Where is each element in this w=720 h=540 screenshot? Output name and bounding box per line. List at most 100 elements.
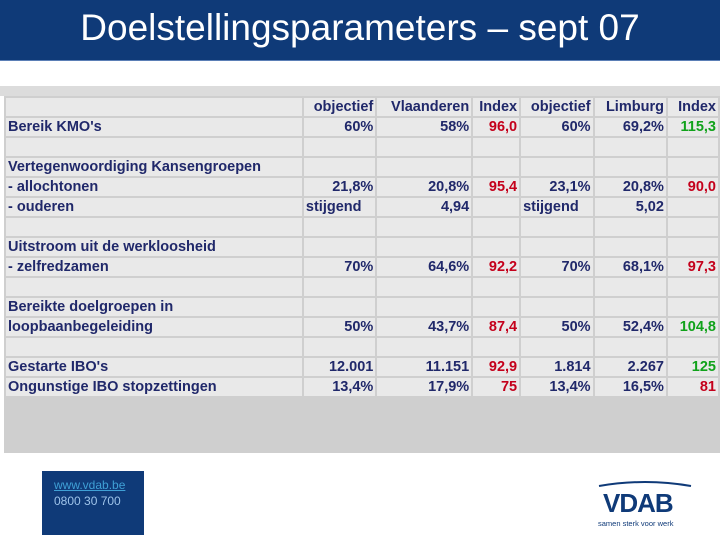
row-label: loopbaanbegeleiding: [6, 318, 302, 336]
row-label: - zelfredzamen: [6, 258, 302, 276]
table-row: - allochtonen 21,8% 20,8% 95,4 23,1% 20,…: [6, 178, 718, 196]
table-top-band: [0, 86, 720, 96]
table-cell: [377, 238, 472, 256]
table-cell: [303, 158, 376, 176]
table-row: - ouderen stijgend 4,94 stijgend 5,02: [6, 198, 718, 216]
spacer-row: [6, 138, 718, 156]
table-cell: [594, 298, 666, 316]
row-label: Vertegenwoordiging Kansengroepen: [6, 158, 302, 176]
website-link[interactable]: www.vdab.be: [54, 478, 126, 492]
index-cell: 95,4: [473, 178, 520, 196]
index-cell: 97,3: [667, 258, 718, 276]
index-cell: 96,0: [473, 118, 520, 136]
slide-title: Doelstellingsparameters – sept 07: [80, 7, 640, 48]
header-cell: Limburg: [594, 98, 666, 116]
table-cell: 52,4%: [594, 318, 666, 336]
spacer-row: [6, 338, 718, 356]
parameters-table-panel: objectief Vlaanderen Index objectief Lim…: [4, 96, 720, 453]
header-row: objectief Vlaanderen Index objectief Lim…: [6, 98, 718, 116]
table-cell: [667, 238, 718, 256]
table-row: Uitstroom uit de werkloosheid: [6, 238, 718, 256]
table-cell: 4,94: [377, 198, 472, 216]
header-cell: Index: [473, 98, 520, 116]
table-row: Bereik KMO's 60% 58% 96,0 60% 69,2% 115,…: [6, 118, 718, 136]
phone-number: 0800 30 700: [54, 494, 121, 508]
index-cell: 81: [667, 378, 718, 396]
index-cell: 92,2: [473, 258, 520, 276]
row-label: - allochtonen: [6, 178, 302, 196]
row-label: Ongunstige IBO stopzettingen: [6, 378, 302, 396]
table-cell: 1.814: [521, 358, 593, 376]
row-label: - ouderen: [6, 198, 302, 216]
header-cell: Index: [667, 98, 718, 116]
parameters-table: objectief Vlaanderen Index objectief Lim…: [4, 96, 720, 398]
index-cell: [473, 198, 520, 216]
row-label: Gestarte IBO's: [6, 358, 302, 376]
header-cell: Vlaanderen: [377, 98, 472, 116]
table-cell: 69,2%: [594, 118, 666, 136]
spacer-row: [6, 278, 718, 296]
table-cell: 50%: [303, 318, 376, 336]
table-cell: 50%: [521, 318, 593, 336]
index-cell: 92,9: [473, 358, 520, 376]
header-cell: [6, 98, 302, 116]
title-bar: Doelstellingsparameters – sept 07: [0, 0, 720, 61]
table-cell: [377, 298, 472, 316]
table-cell: [521, 158, 593, 176]
table-row: loopbaanbegeleiding 50% 43,7% 87,4 50% 5…: [6, 318, 718, 336]
logo-wordmark: VDAB: [603, 488, 674, 518]
table-cell: 12.001: [303, 358, 376, 376]
table-cell: [521, 238, 593, 256]
table-cell: [521, 298, 593, 316]
table-cell: 60%: [521, 118, 593, 136]
table-cell: 2.267: [594, 358, 666, 376]
index-cell: 87,4: [473, 318, 520, 336]
table-row: - zelfredzamen 70% 64,6% 92,2 70% 68,1% …: [6, 258, 718, 276]
table-cell: [303, 298, 376, 316]
logo-swoosh-icon: [598, 481, 692, 487]
index-cell: 75: [473, 378, 520, 396]
index-cell: 125: [667, 358, 718, 376]
row-label: Bereikte doelgroepen in: [6, 298, 302, 316]
table-cell: 58%: [377, 118, 472, 136]
table-cell: [473, 238, 520, 256]
table-row: Gestarte IBO's 12.001 11.151 92,9 1.814 …: [6, 358, 718, 376]
table-cell: 70%: [303, 258, 376, 276]
table-cell: 17,9%: [377, 378, 472, 396]
spacer-row: [6, 218, 718, 236]
header-cell: objectief: [521, 98, 593, 116]
table-cell: 13,4%: [521, 378, 593, 396]
table-cell: 21,8%: [303, 178, 376, 196]
index-cell: 90,0: [667, 178, 718, 196]
table-cell: [667, 158, 718, 176]
vdab-logo: VDAB samen sterk voor werk: [595, 480, 695, 532]
table-cell: 13,4%: [303, 378, 376, 396]
table-cell: stijgend: [521, 198, 593, 216]
table-cell: [594, 158, 666, 176]
logo-tagline: samen sterk voor werk: [598, 519, 674, 528]
table-cell: 20,8%: [377, 178, 472, 196]
table-row: Vertegenwoordiging Kansengroepen: [6, 158, 718, 176]
index-cell: [667, 198, 718, 216]
table-cell: 23,1%: [521, 178, 593, 196]
row-label: Bereik KMO's: [6, 118, 302, 136]
table-cell: stijgend: [303, 198, 376, 216]
table-cell: [377, 158, 472, 176]
title-divider: [0, 60, 720, 61]
index-cell: 115,3: [667, 118, 718, 136]
row-label: Uitstroom uit de werkloosheid: [6, 238, 302, 256]
table-cell: 60%: [303, 118, 376, 136]
table-cell: 68,1%: [594, 258, 666, 276]
table-cell: 70%: [521, 258, 593, 276]
table-cell: 16,5%: [594, 378, 666, 396]
table-cell: [594, 238, 666, 256]
table-cell: [303, 238, 376, 256]
table-cell: [667, 298, 718, 316]
header-cell: objectief: [303, 98, 376, 116]
table-cell: [473, 158, 520, 176]
index-cell: 104,8: [667, 318, 718, 336]
contact-box: www.vdab.be 0800 30 700: [42, 471, 144, 535]
table-cell: [473, 298, 520, 316]
table-row: Bereikte doelgroepen in: [6, 298, 718, 316]
table-cell: 5,02: [594, 198, 666, 216]
